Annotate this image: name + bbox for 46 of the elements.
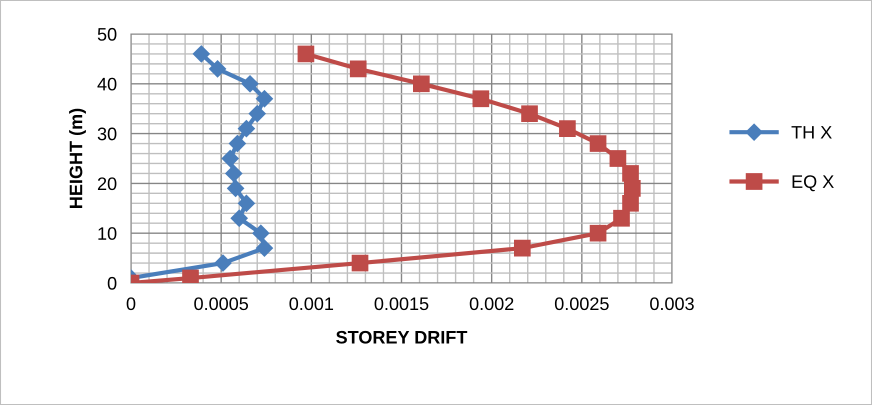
point xyxy=(298,46,314,62)
x-tick-label: 0.0015 xyxy=(374,297,428,310)
point xyxy=(472,90,490,108)
x-tick-label: 0.0005 xyxy=(194,297,248,310)
point xyxy=(590,224,606,242)
y-tick-label: 20 xyxy=(98,177,116,190)
x-tick-label: 0.003 xyxy=(650,297,694,310)
point xyxy=(238,194,255,212)
point xyxy=(514,240,531,256)
point xyxy=(256,240,273,257)
y-axis-title: HEIGHT (m) xyxy=(69,108,86,208)
point xyxy=(622,165,639,182)
point xyxy=(222,150,239,168)
point xyxy=(225,164,242,182)
point xyxy=(256,90,273,108)
point xyxy=(230,210,248,227)
point xyxy=(209,60,226,78)
point xyxy=(590,135,606,152)
x-axis-title: STOREY DRIFT xyxy=(336,330,468,344)
x-tick-label: 0.0025 xyxy=(554,297,609,310)
point xyxy=(241,75,259,92)
point xyxy=(238,120,255,138)
point xyxy=(227,180,244,197)
point xyxy=(521,105,538,122)
point xyxy=(613,210,630,227)
y-tick-label: 0 xyxy=(108,276,116,290)
y-tick-label: 40 xyxy=(97,78,116,91)
y-tick-label: 50 xyxy=(98,28,116,41)
point xyxy=(248,105,266,122)
point xyxy=(252,224,270,242)
y-tick-label: 30 xyxy=(98,128,116,140)
point xyxy=(352,254,368,272)
x-tick-label: 0.001 xyxy=(289,297,334,310)
point xyxy=(192,45,210,62)
legend-label: TH X xyxy=(792,126,832,139)
point xyxy=(228,135,246,152)
point xyxy=(214,254,232,272)
x-tick-label: 0 xyxy=(126,297,136,310)
point xyxy=(413,75,430,92)
point xyxy=(350,60,367,78)
point xyxy=(622,194,639,212)
point xyxy=(559,120,576,137)
x-tick-label: 0.002 xyxy=(470,297,514,310)
point xyxy=(610,150,626,167)
y-tick-label: 10 xyxy=(98,227,116,240)
legend-label: EQ X xyxy=(792,175,834,192)
